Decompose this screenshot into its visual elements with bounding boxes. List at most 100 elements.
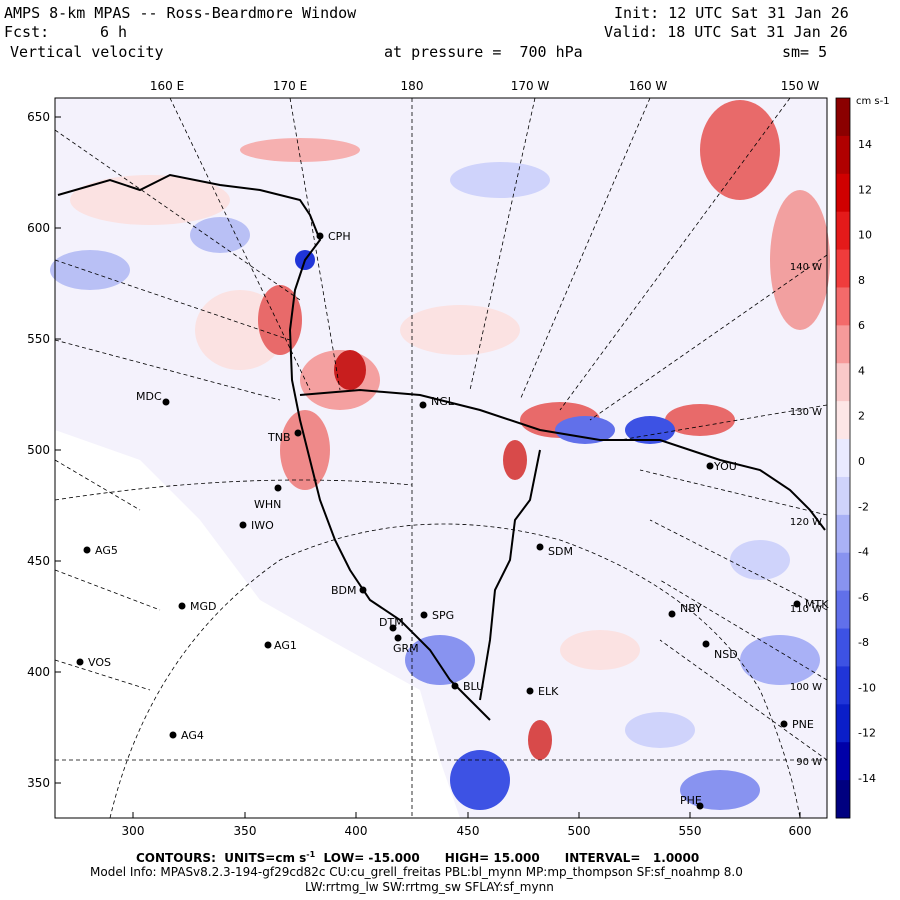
station-dot	[706, 462, 714, 470]
x-tick-label: 550	[679, 824, 702, 838]
updraft-regions	[70, 100, 830, 760]
colorbar-swatch	[836, 173, 850, 213]
x-tick-label: 300	[122, 824, 145, 838]
station-dot	[389, 624, 397, 632]
x-tick-label: 400	[345, 824, 368, 838]
colorbar-swatch	[836, 628, 850, 667]
colorbar-label: 14	[858, 138, 872, 151]
station-dot	[536, 543, 544, 551]
y-tick-label: 400	[27, 665, 50, 679]
grid-longitude-label: 120 W	[790, 517, 822, 528]
station-label: TNB	[267, 431, 291, 444]
station-dot	[294, 429, 302, 437]
station-dot	[420, 611, 428, 619]
station-label: IWO	[251, 519, 274, 532]
station-dot	[316, 232, 324, 240]
station-dot	[264, 641, 272, 649]
colorbar: cm s-1 14 12 10 8 6 4 2 0 -2 -4 -6 -8 -10 -12 -14	[835, 96, 890, 819]
station-dot	[359, 586, 367, 594]
station-dot	[451, 682, 459, 690]
station-dot	[419, 401, 427, 409]
station-label: AG4	[181, 729, 204, 742]
station-label: NGL	[431, 395, 455, 408]
colorbar-frame	[835, 97, 851, 819]
station-dot	[696, 802, 704, 810]
station-dot	[83, 546, 91, 554]
y-tick-label: 550	[27, 332, 50, 346]
colorbar-label: -4	[858, 546, 869, 559]
colorbar-label: 6	[858, 319, 865, 332]
coastline	[57, 173, 491, 721]
valid-time: Valid: 18 UTC Sat 31 Jan 26	[604, 23, 848, 41]
colorbar-swatch	[836, 514, 850, 554]
colorbar-swatch	[836, 401, 850, 440]
ocean-region	[55, 430, 460, 818]
colorbar-units: cm s-1	[856, 96, 890, 107]
colorbar-swatch	[836, 287, 850, 326]
colorbar-label: -8	[858, 636, 869, 649]
colorbar-label: 0	[858, 455, 865, 468]
colorbar-label: 4	[858, 364, 865, 377]
y-tick-label: 450	[27, 554, 50, 568]
grid-longitude-label: 90 W	[796, 757, 822, 768]
colorbar-swatch	[836, 363, 850, 402]
field-name: Vertical velocity	[10, 43, 164, 61]
station-label: VOS	[88, 656, 111, 669]
axis-ticks: 160 E 170 E 180 170 W 160 W 150 W 300 350 400 450…	[27, 79, 822, 838]
top-longitude-label: 180	[401, 79, 424, 93]
top-longitude-label: 170 E	[273, 79, 307, 93]
colorbar-swatch	[836, 439, 850, 478]
station-dot	[793, 600, 801, 608]
fcst-value: 6 h	[100, 23, 128, 41]
colorbar-label: -6	[858, 591, 869, 604]
grounding-line	[479, 449, 541, 701]
colorbar-swatch	[836, 590, 850, 630]
station-label: NBY	[680, 602, 702, 615]
model-info-2: LW:rrtmg_lw SW:rrtmg_sw SFLAY:sf_mynn	[305, 880, 554, 894]
station-markers: CPH MDC NGL TNB WHN IWO AG5 BDM SDM MGD SPG DTM GRM A…	[76, 230, 829, 810]
colorbar-label: -14	[858, 772, 876, 785]
colorbar-label: -2	[858, 500, 869, 513]
station-label: DTM	[379, 616, 404, 629]
colorbar-label: 12	[858, 183, 872, 196]
colorbar-swatch	[836, 666, 850, 705]
colorbar-label: -12	[858, 727, 876, 740]
station-label: AG1	[274, 639, 297, 652]
x-tick-label: 450	[457, 824, 480, 838]
colorbar-swatch	[836, 742, 850, 781]
station-label: SDM	[548, 545, 573, 558]
colorbar-swatch	[836, 476, 850, 516]
colorbar-label: 8	[858, 274, 865, 287]
station-dot	[162, 398, 170, 406]
colorbar-swatch	[836, 780, 850, 819]
x-tick-label: 350	[234, 824, 257, 838]
station-dot	[668, 610, 676, 618]
station-label: SPG	[432, 609, 454, 622]
top-longitude-label: 170 W	[511, 79, 550, 93]
colorbar-swatch	[836, 325, 850, 364]
station-dot	[169, 731, 177, 739]
station-dot	[394, 634, 402, 642]
station-dot	[239, 521, 247, 529]
y-tick-label: 600	[27, 221, 50, 235]
top-longitude-label: 160 E	[150, 79, 184, 93]
station-dot	[178, 602, 186, 610]
y-tick-label: 650	[27, 110, 50, 124]
pressure-level: at pressure = 700 hPa	[384, 43, 583, 61]
station-label: GRM	[393, 642, 419, 655]
grid-longitude-label: 110 W	[790, 604, 822, 615]
station-dot	[274, 484, 282, 492]
y-tick-label: 500	[27, 443, 50, 457]
fcst-label: Fcst:	[4, 23, 50, 41]
station-label: BDM	[331, 584, 357, 597]
colorbar-label: -10	[858, 681, 876, 694]
station-label: MGD	[190, 600, 217, 613]
station-dot	[526, 687, 534, 695]
x-tick-label: 500	[568, 824, 591, 838]
x-tick-label: 600	[789, 824, 812, 838]
station-label: ELK	[538, 685, 559, 698]
graticule	[54, 97, 828, 819]
station-label: PHE	[680, 794, 702, 807]
station-label: PNE	[792, 718, 814, 731]
station-label: YOU	[713, 460, 737, 473]
